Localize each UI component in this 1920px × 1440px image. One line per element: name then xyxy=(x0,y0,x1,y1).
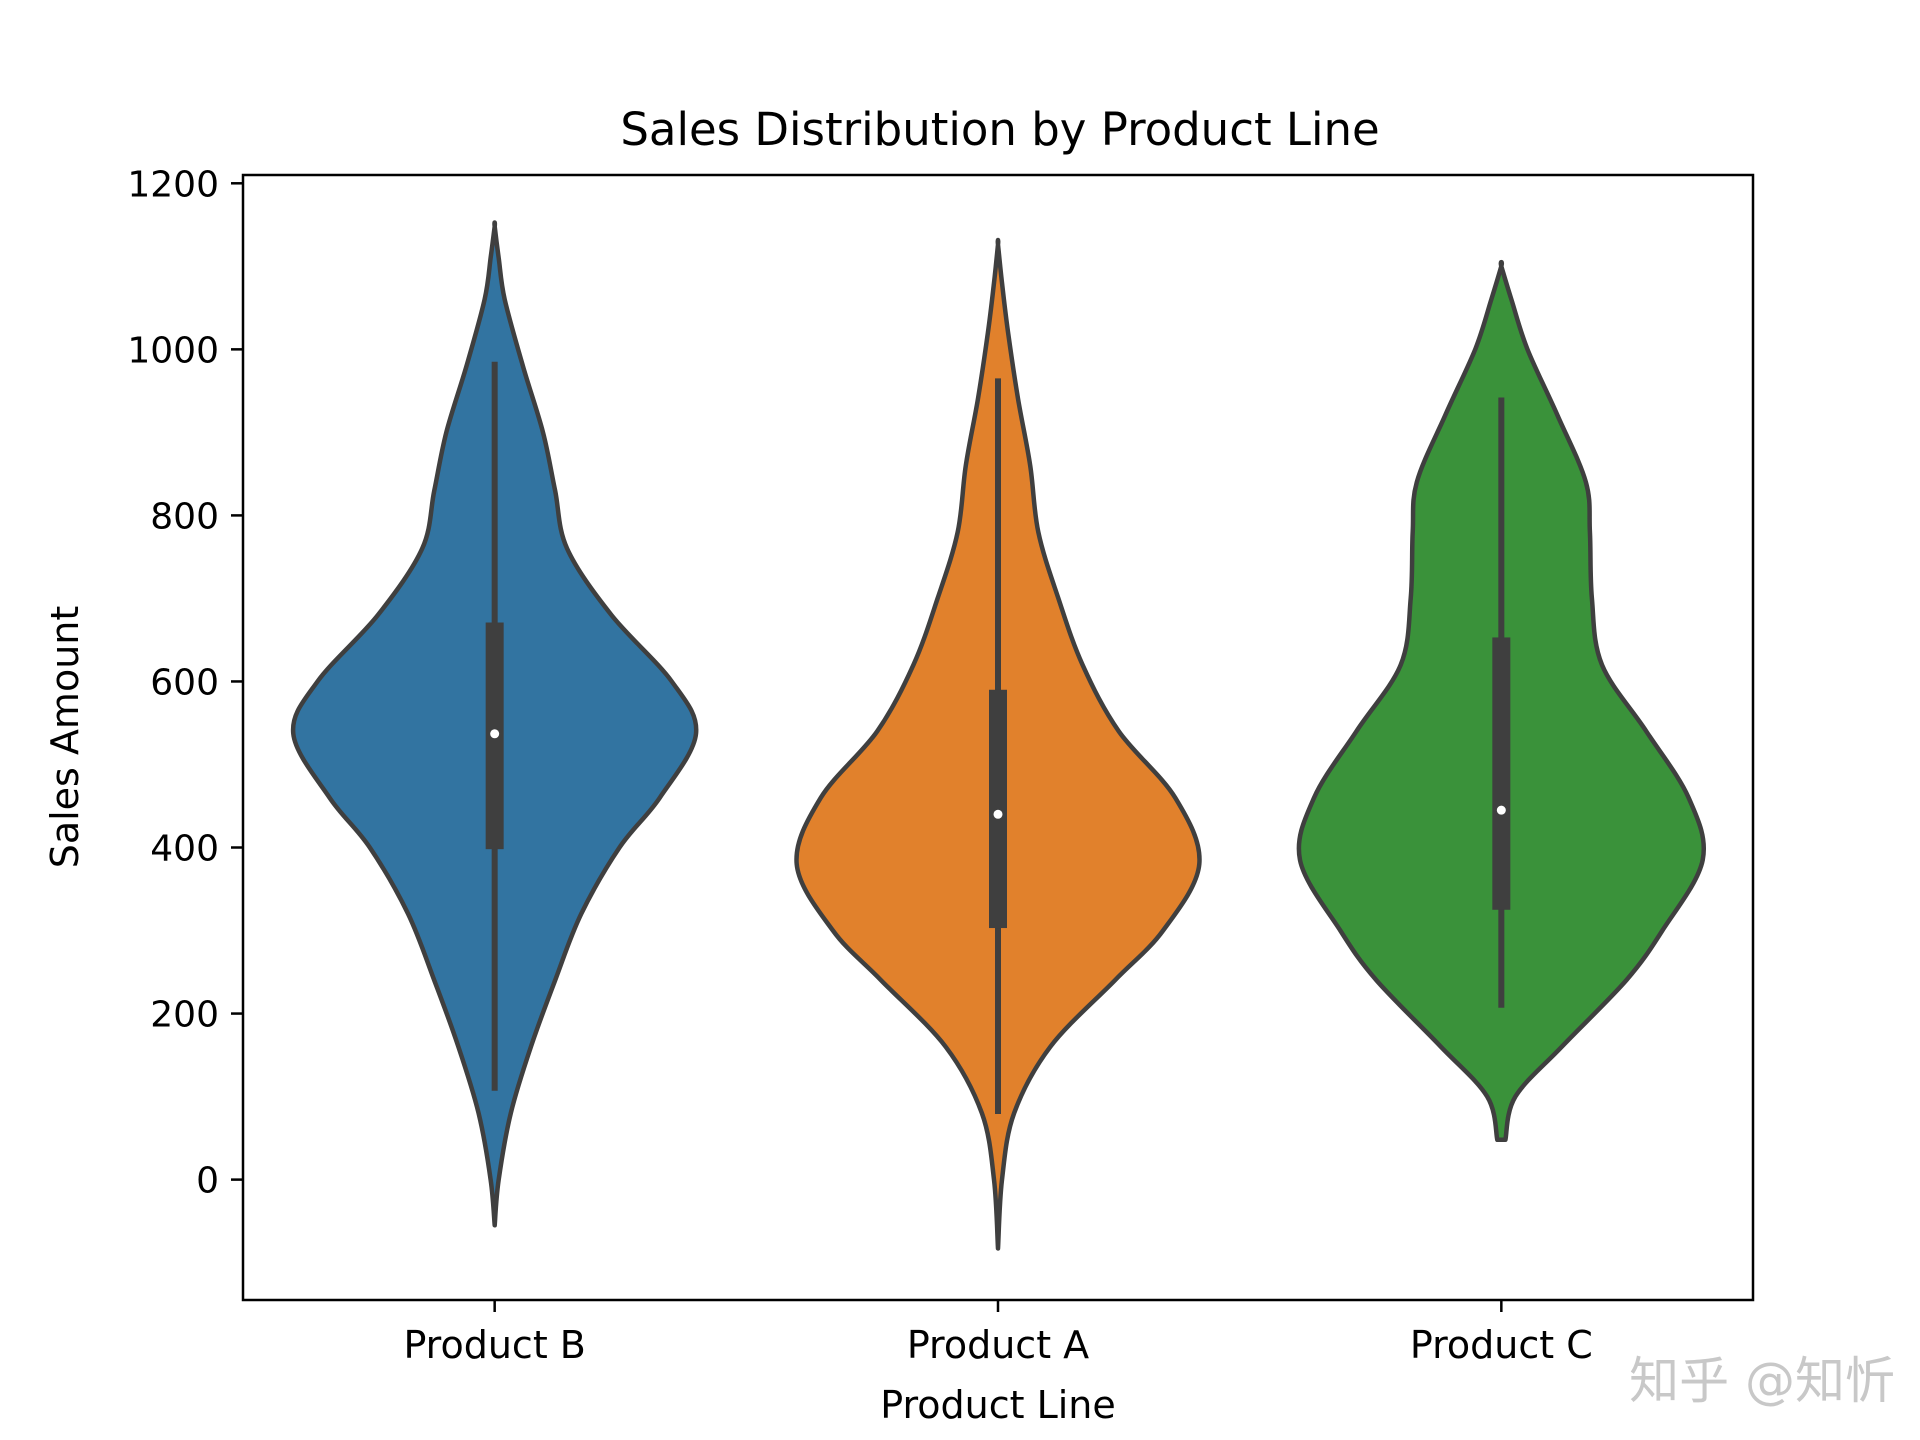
y-tick-label: 200 xyxy=(150,995,219,1036)
x-tick-label: Product B xyxy=(403,1323,585,1367)
x-tick-label: Product C xyxy=(1410,1323,1593,1367)
y-tick-label: 1200 xyxy=(127,164,219,205)
chart-title: Sales Distribution by Product Line xyxy=(620,103,1379,156)
violin-product-c xyxy=(1296,259,1706,1143)
iqr-box xyxy=(1492,637,1511,910)
violins xyxy=(290,220,1706,1251)
iqr-box xyxy=(989,689,1007,929)
violin-product-b xyxy=(290,220,699,1228)
y-tick-label: 600 xyxy=(150,662,219,703)
violin-product-a xyxy=(794,237,1202,1251)
x-tick-label: Product A xyxy=(907,1323,1089,1367)
median-dot xyxy=(1496,805,1506,815)
watermark: 知乎 @知忻 xyxy=(1629,1352,1895,1410)
y-tick-label: 400 xyxy=(150,829,219,870)
x-axis: Product B Product A Product C xyxy=(403,1300,1593,1367)
y-axis: 0 200 400 600 800 1000 1200 xyxy=(127,164,243,1202)
x-axis-label: Product Line xyxy=(880,1383,1116,1427)
y-tick-label: 800 xyxy=(150,496,219,537)
y-tick-label: 1000 xyxy=(127,330,219,371)
y-axis-label: Sales Amount xyxy=(43,606,87,869)
median-dot xyxy=(993,809,1003,819)
median-dot xyxy=(490,729,500,739)
y-tick-label: 0 xyxy=(196,1161,219,1202)
